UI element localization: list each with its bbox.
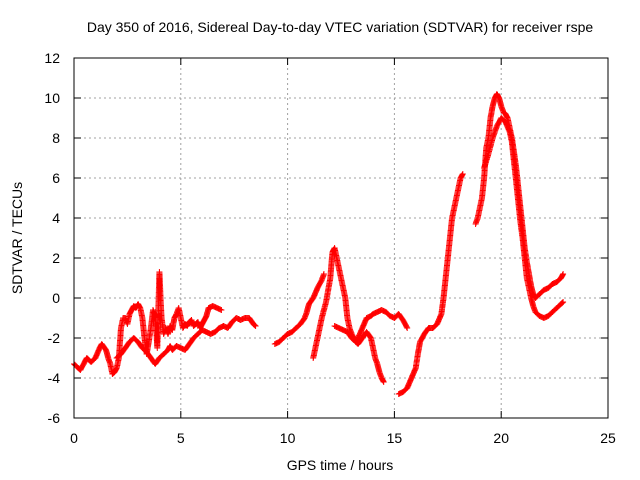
y-tick-label: 12 <box>44 50 60 66</box>
y-axis-label: SDTVAR / TECUs <box>9 182 25 294</box>
y-tick-label: 0 <box>52 290 60 306</box>
data-marker-trace <box>395 171 466 397</box>
y-tick-label: -4 <box>48 370 61 386</box>
y-tick-label: 6 <box>52 170 60 186</box>
x-tick-label: 15 <box>387 430 403 446</box>
data-marker-trace <box>481 115 567 321</box>
x-axis-label: GPS time / hours <box>287 457 394 473</box>
x-tick-label: 20 <box>493 430 509 446</box>
plot-frame <box>73 57 609 419</box>
data-marker-trace <box>271 271 327 347</box>
y-tick-label: 2 <box>52 250 60 266</box>
data-marker-trace <box>113 315 259 367</box>
y-tick-label: -6 <box>48 410 61 426</box>
series-sdtvar <box>71 91 567 397</box>
data-points <box>71 91 567 397</box>
chart-title: Day 350 of 2016, Sidereal Day-to-day VTE… <box>87 19 593 35</box>
y-tick-label: -2 <box>48 330 61 346</box>
x-tick-label: 10 <box>280 430 296 446</box>
y-tick-label: 8 <box>52 130 60 146</box>
axis-ticks: 0 5 10 15 20 25 -6 -4 -2 0 2 4 6 8 10 12 <box>44 50 616 446</box>
data-marker-trace <box>331 323 387 385</box>
data-marker-trace <box>310 245 411 361</box>
y-tick-label: 10 <box>44 90 60 106</box>
x-tick-label: 0 <box>70 430 78 446</box>
x-tick-label: 25 <box>600 430 616 446</box>
grid-lines <box>74 58 608 418</box>
x-tick-label: 5 <box>177 430 185 446</box>
y-tick-label: 4 <box>52 210 60 226</box>
